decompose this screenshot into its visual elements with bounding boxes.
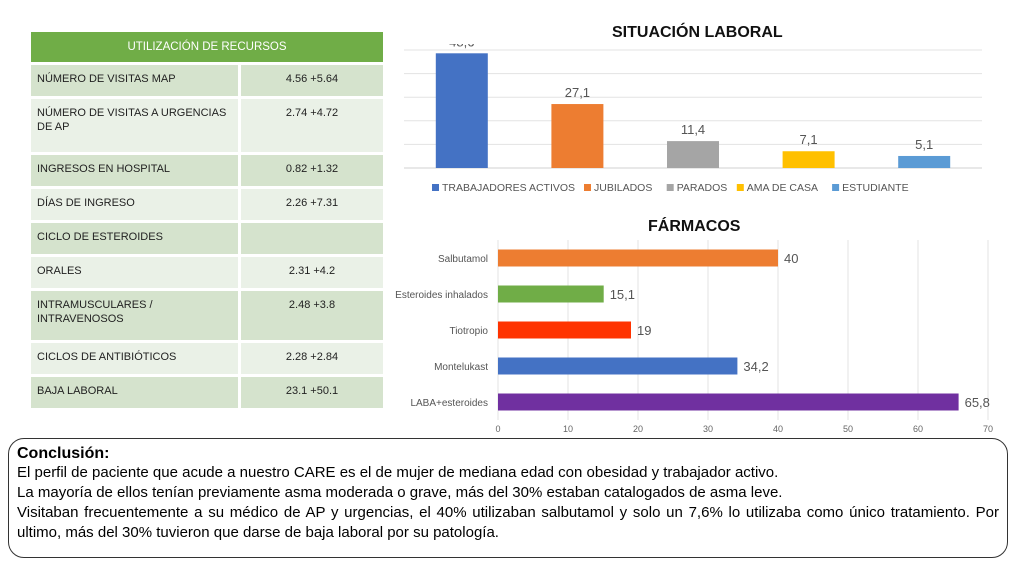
row-value — [239, 221, 383, 257]
table-header: UTILIZACIÓN DE RECURSOS — [31, 32, 383, 65]
legend-swatch — [666, 184, 674, 191]
conclusion-box: Conclusión: El perfil de paciente que ac… — [8, 438, 1008, 558]
row-value: 4.56 +5.64 — [239, 63, 383, 99]
data-label: 34,2 — [743, 359, 768, 374]
data-label: 19 — [637, 323, 651, 338]
row-value: 2.48 +3.8 — [239, 289, 383, 343]
row-label: ORALES — [31, 255, 241, 291]
table-row: DÍAS DE INGRESO 2.26 +7.31 — [31, 187, 383, 223]
data-label: 40 — [784, 251, 798, 266]
x-tick-label: 20 — [633, 424, 643, 434]
bar-salbutamol — [498, 249, 778, 267]
table-row: CICLOS DE ANTIBIÓTICOS 2.28 +2.84 — [31, 341, 383, 377]
row-value: 2.28 +2.84 — [239, 341, 383, 377]
bar-ama-de-casa — [782, 151, 835, 168]
row-value: 0.82 +1.32 — [239, 153, 383, 189]
row-label: CICLOS DE ANTIBIÓTICOS — [31, 341, 241, 377]
bar-trabajadores-activos — [435, 53, 488, 168]
data-label: 65,8 — [965, 395, 990, 410]
table-row: NÚMERO DE VISITAS A URGENCIAS DE AP 2.74… — [31, 97, 383, 155]
legend-entry: AMA DE CASA — [747, 182, 818, 194]
legend-entry: TRABAJADORES ACTIVOS — [442, 182, 575, 194]
x-tick-label: 50 — [843, 424, 853, 434]
row-label: INTRAMUSCULARES / INTRAVENOSOS — [31, 289, 241, 343]
row-label: NÚMERO DE VISITAS MAP — [31, 63, 241, 99]
row-value: 2.74 +4.72 — [239, 97, 383, 155]
table-row: NÚMERO DE VISITAS MAP 4.56 +5.64 — [31, 63, 383, 99]
data-label: 7,1 — [800, 132, 818, 147]
table-row: BAJA LABORAL 23.1 +50.1 — [31, 375, 383, 411]
x-tick-label: 70 — [983, 424, 993, 434]
data-label: 15,1 — [610, 287, 635, 302]
legend-entry: ESTUDIANTE — [842, 182, 909, 194]
bar-parados — [667, 141, 719, 168]
table-row: INGRESOS EN HOSPITAL 0.82 +1.32 — [31, 153, 383, 189]
legend-swatch — [736, 184, 744, 191]
conclusion-line-2: La mayoría de ellos tenían previamente a… — [17, 484, 783, 501]
x-tick-label: 10 — [563, 424, 573, 434]
conclusion-heading: Conclusión: — [17, 445, 110, 462]
legend-swatch — [432, 184, 439, 191]
situacion-laboral-chart: 48,6 27,1 11,4 7,1 5,1 TRABAJADORES ACTIVOS JU… — [404, 44, 982, 194]
data-label: 11,4 — [681, 122, 705, 137]
legend-swatch — [832, 184, 840, 191]
row-label: CICLO DE ESTEROIDES — [31, 221, 241, 257]
category-label: Tiotropio — [449, 326, 488, 337]
category-label: Esteroides inhalados — [395, 290, 488, 301]
table-row: INTRAMUSCULARES / INTRAVENOSOS 2.48 +3.8 — [31, 289, 383, 343]
row-value: 2.26 +7.31 — [239, 187, 383, 223]
row-value: 23.1 +50.1 — [239, 375, 383, 411]
legend-swatch — [584, 184, 591, 191]
category-label: LABA+esteroides — [410, 398, 488, 409]
x-tick-label: 40 — [773, 424, 783, 434]
table-row: CICLO DE ESTEROIDES — [31, 221, 383, 257]
row-label: BAJA LABORAL — [31, 375, 241, 411]
data-label: 5,1 — [915, 137, 933, 152]
category-label: Montelukast — [434, 362, 488, 373]
conclusion-line-3: Visitaban frecuentemente a su médico de … — [17, 504, 999, 541]
farmacos-chart: 0 10 20 30 40 50 60 70 Salbutamol 40 Esteroides in… — [395, 240, 993, 434]
legend-entry: PARADOS — [677, 182, 728, 194]
row-label: DÍAS DE INGRESO — [31, 187, 241, 223]
bar-montelukast — [498, 357, 738, 375]
data-label: 48,6 — [449, 44, 474, 49]
table-row: ORALES 2.31 +4.2 — [31, 255, 383, 291]
bar-jubilados — [551, 104, 604, 168]
bar-estudiante — [898, 155, 951, 168]
x-tick-label: 60 — [913, 424, 923, 434]
bar-tiotropio — [498, 321, 631, 339]
row-label: INGRESOS EN HOSPITAL — [31, 153, 241, 189]
row-value: 2.31 +4.2 — [239, 255, 383, 291]
row-label: NÚMERO DE VISITAS A URGENCIAS DE AP — [31, 97, 241, 155]
legend-entry: JUBILADOS — [594, 182, 652, 194]
category-label: Salbutamol — [438, 254, 488, 265]
conclusion-line-1: El perfil de paciente que acude a nuestr… — [17, 464, 779, 481]
chart-title-farmacos: FÁRMACOS — [648, 218, 741, 235]
data-label: 27,1 — [565, 85, 590, 100]
chart-title-situacion: SITUACIÓN LABORAL — [612, 24, 783, 41]
x-tick-label: 0 — [495, 424, 500, 434]
bar-esteroides-inhalados — [498, 285, 604, 303]
x-tick-label: 30 — [703, 424, 713, 434]
resources-table: UTILIZACIÓN DE RECURSOS NÚMERO DE VISITA… — [31, 32, 383, 411]
bar-laba-esteroides — [498, 393, 959, 411]
